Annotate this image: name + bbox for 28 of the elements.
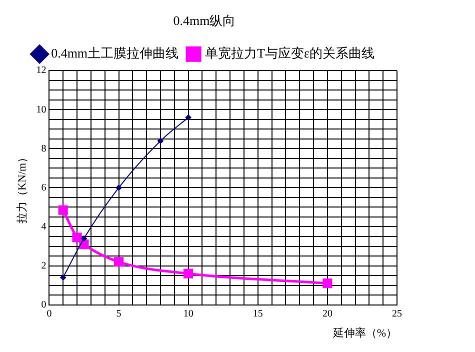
point — [185, 114, 192, 120]
point — [157, 138, 164, 144]
point — [80, 235, 87, 242]
y-tick-label: 2 — [41, 260, 46, 272]
x-tick-label: 25 — [392, 308, 402, 320]
y-tick-label: 8 — [41, 143, 46, 154]
point — [322, 278, 332, 288]
point — [58, 205, 68, 215]
point — [116, 184, 122, 191]
y-tick-label: 4 — [41, 221, 46, 232]
x-tick-label: 15 — [252, 308, 263, 320]
y-tick-label: 10 — [36, 104, 46, 116]
chart-title: 0.4mm纵向 — [173, 13, 236, 28]
legend-label: 0.4mm土工膜拉伸曲线 — [51, 46, 179, 61]
point — [184, 268, 194, 278]
y-tick-label: 0 — [41, 299, 46, 310]
y-axis-title: 拉力（KN/m） — [15, 152, 28, 224]
y-tick-label: 6 — [41, 182, 46, 194]
x-tick-label: 10 — [183, 308, 194, 320]
point — [79, 240, 89, 250]
legend-label: 单宽拉力T与应变ε的关系曲线 — [205, 46, 374, 61]
y-tick-label: 12 — [36, 65, 46, 76]
point — [72, 232, 82, 242]
x-axis-title: 延伸率（%） — [332, 326, 397, 340]
point — [60, 274, 66, 280]
x-tick-label: 20 — [322, 308, 332, 320]
point — [114, 257, 124, 267]
x-tick-label: 5 — [116, 308, 122, 320]
